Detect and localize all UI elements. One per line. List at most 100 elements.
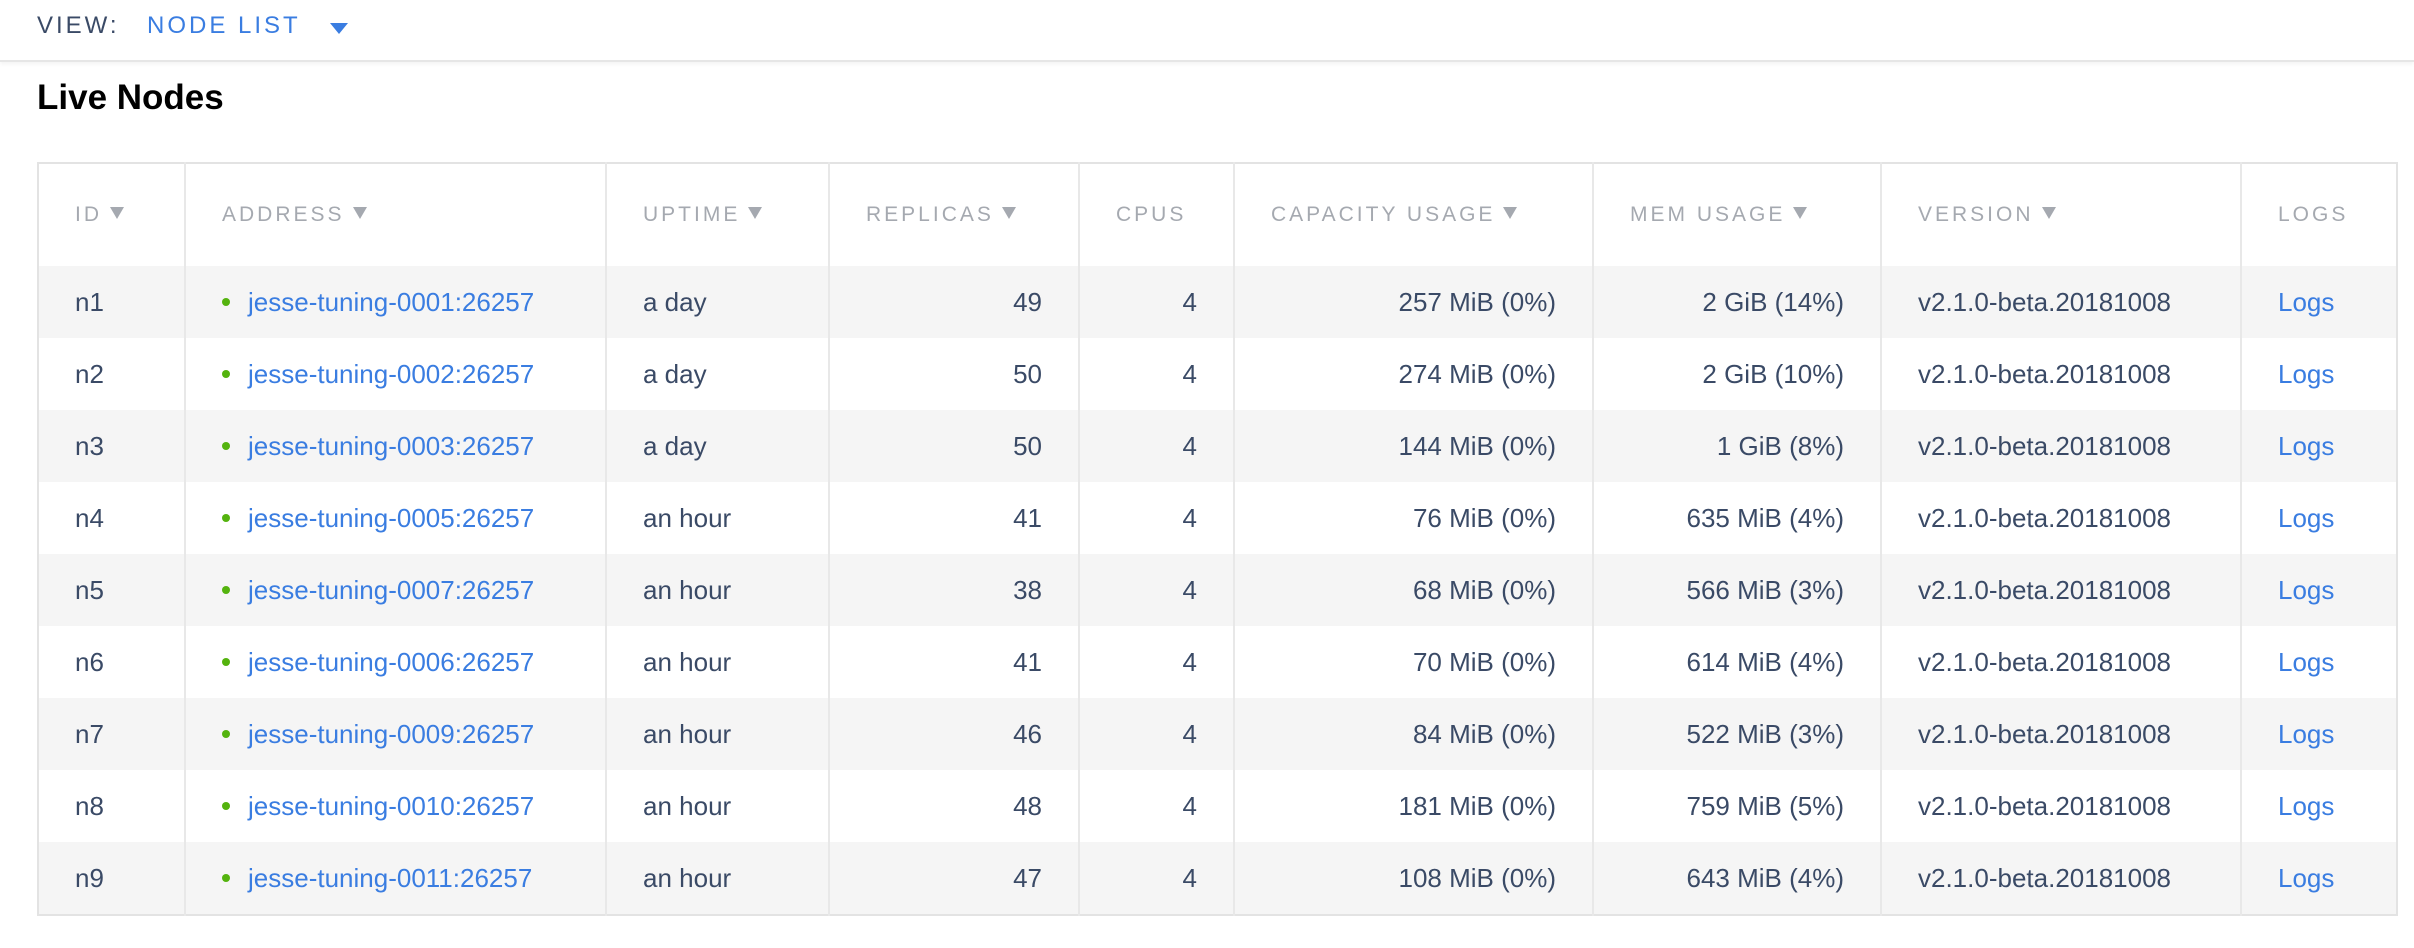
logs-link[interactable]: Logs — [2278, 574, 2335, 605]
cell-text: an hour — [643, 790, 732, 821]
table-cell: an hour — [606, 698, 830, 770]
column-header[interactable]: CAPACITY USAGE — [1234, 163, 1594, 266]
cell-text: 1 GiB (8%) — [1716, 430, 1844, 461]
node-link[interactable]: jesse-tuning-0007:26257 — [248, 574, 535, 605]
cell-text: 181 MiB (0%) — [1398, 790, 1557, 821]
table-cell: Logs — [2241, 266, 2397, 338]
table-cell: jesse-tuning-0009:26257 — [185, 698, 607, 770]
column-header[interactable]: REPLICAS — [829, 163, 1080, 266]
column-header[interactable]: ID — [38, 163, 186, 266]
cell-text: n5 — [75, 574, 104, 605]
table-cell: 76 MiB (0%) — [1234, 482, 1594, 554]
cell-text: 68 MiB (0%) — [1412, 574, 1556, 605]
node-link[interactable]: jesse-tuning-0005:26257 — [248, 502, 535, 533]
logs-link[interactable]: Logs — [2278, 358, 2335, 389]
cell-text: an hour — [643, 718, 732, 749]
cell-text: v2.1.0-beta.20181008 — [1918, 286, 2171, 317]
cell-text: 4 — [1182, 574, 1197, 605]
dropdown-caret[interactable] — [330, 23, 348, 34]
table-cell: n8 — [38, 770, 186, 842]
cell-text: v2.1.0-beta.20181008 — [1918, 646, 2171, 677]
table-cell: 84 MiB (0%) — [1234, 698, 1594, 770]
column-header[interactable]: UPTIME — [606, 163, 830, 266]
cell-text: 84 MiB (0%) — [1412, 718, 1556, 749]
table-cell: an hour — [606, 842, 830, 915]
node-link[interactable]: jesse-tuning-0002:26257 — [248, 358, 535, 389]
cell-text: 2 GiB (14%) — [1702, 286, 1844, 317]
table-cell: Logs — [2241, 770, 2397, 842]
node-link[interactable]: jesse-tuning-0010:26257 — [248, 790, 535, 821]
table-cell: 4 — [1079, 626, 1235, 698]
table-cell: v2.1.0-beta.20181008 — [1881, 770, 2242, 842]
table-cell: v2.1.0-beta.20181008 — [1881, 554, 2242, 626]
status-dot — [222, 369, 230, 378]
logs-link[interactable]: Logs — [2278, 430, 2335, 461]
cell-text: an hour — [643, 502, 732, 533]
node-link[interactable]: jesse-tuning-0006:26257 — [248, 646, 535, 677]
table-row: n7 jesse-tuning-0009:26257 an hour 46 4 84 Mi… — [38, 698, 2397, 770]
node-link[interactable]: jesse-tuning-0009:26257 — [248, 718, 535, 749]
status-dot — [222, 801, 230, 810]
cell-text: 48 — [1013, 790, 1042, 821]
cell-text: a day — [643, 430, 707, 461]
table-cell: 566 MiB (3%) — [1593, 554, 1882, 626]
table-cell: jesse-tuning-0007:26257 — [185, 554, 607, 626]
cell-text: n1 — [75, 286, 104, 317]
table-cell: 522 MiB (3%) — [1593, 698, 1882, 770]
cell-text: n9 — [75, 862, 104, 893]
cell-text: 566 MiB (3%) — [1686, 574, 1845, 605]
status-dot — [222, 729, 230, 738]
table-cell: 4 — [1079, 410, 1235, 482]
table-cell: n7 — [38, 698, 186, 770]
table-cell: 68 MiB (0%) — [1234, 554, 1594, 626]
table-cell: 4 — [1079, 770, 1235, 842]
cell-text: a day — [643, 358, 707, 389]
header-text: UPTIME — [643, 203, 741, 226]
table-cell: 614 MiB (4%) — [1593, 626, 1882, 698]
table-cell: 4 — [1079, 554, 1235, 626]
node-link[interactable]: jesse-tuning-0001:26257 — [248, 286, 535, 317]
view-selector[interactable]: NODE LIST — [147, 12, 301, 39]
table-cell: jesse-tuning-0002:26257 — [185, 338, 607, 410]
table-cell: jesse-tuning-0006:26257 — [185, 626, 607, 698]
table-cell: 144 MiB (0%) — [1234, 410, 1594, 482]
table-cell: Logs — [2241, 698, 2397, 770]
status-dot — [222, 657, 230, 666]
table-cell: Logs — [2241, 410, 2397, 482]
table-cell: 635 MiB (4%) — [1593, 482, 1882, 554]
table-row: n1 jesse-tuning-0001:26257 a day 49 4 257 MiB… — [38, 266, 2397, 338]
logs-link[interactable]: Logs — [2278, 862, 2335, 893]
status-dot — [222, 585, 230, 594]
cell-text: n4 — [75, 502, 104, 533]
table-body: n1 jesse-tuning-0001:26257 a day 49 4 257 MiB… — [38, 266, 2397, 915]
cell-text: n2 — [75, 358, 104, 389]
column-header: LOGS — [2241, 163, 2397, 266]
column-header[interactable]: VERSION — [1881, 163, 2242, 266]
header-text: LOGS — [2278, 203, 2349, 226]
table-row: n2 jesse-tuning-0002:26257 a day 50 4 274 MiB… — [38, 338, 2397, 410]
column-header: CPUS — [1079, 163, 1235, 266]
table-row: n9 jesse-tuning-0011:26257 an hour 47 4 108 M… — [38, 842, 2397, 915]
logs-link[interactable]: Logs — [2278, 646, 2335, 677]
cell-text: n7 — [75, 718, 104, 749]
logs-link[interactable]: Logs — [2278, 502, 2335, 533]
cell-text: 41 — [1013, 502, 1042, 533]
column-header[interactable]: MEM USAGE — [1593, 163, 1882, 266]
table-cell: 257 MiB (0%) — [1234, 266, 1594, 338]
header-text: CAPACITY USAGE — [1271, 203, 1496, 226]
cell-text: 76 MiB (0%) — [1412, 502, 1556, 533]
logs-link[interactable]: Logs — [2278, 718, 2335, 749]
column-header[interactable]: ADDRESS — [185, 163, 607, 266]
status-dot — [222, 297, 230, 306]
table-cell: 70 MiB (0%) — [1234, 626, 1594, 698]
cell-text: 614 MiB (4%) — [1686, 646, 1845, 677]
logs-link[interactable]: Logs — [2278, 286, 2335, 317]
cell-text: 2 GiB (10%) — [1702, 358, 1844, 389]
cell-text: v2.1.0-beta.20181008 — [1918, 502, 2171, 533]
table-cell: Logs — [2241, 842, 2397, 915]
node-link[interactable]: jesse-tuning-0011:26257 — [248, 862, 533, 893]
logs-link[interactable]: Logs — [2278, 790, 2335, 821]
cell-text: 4 — [1182, 862, 1197, 893]
node-link[interactable]: jesse-tuning-0003:26257 — [248, 430, 535, 461]
